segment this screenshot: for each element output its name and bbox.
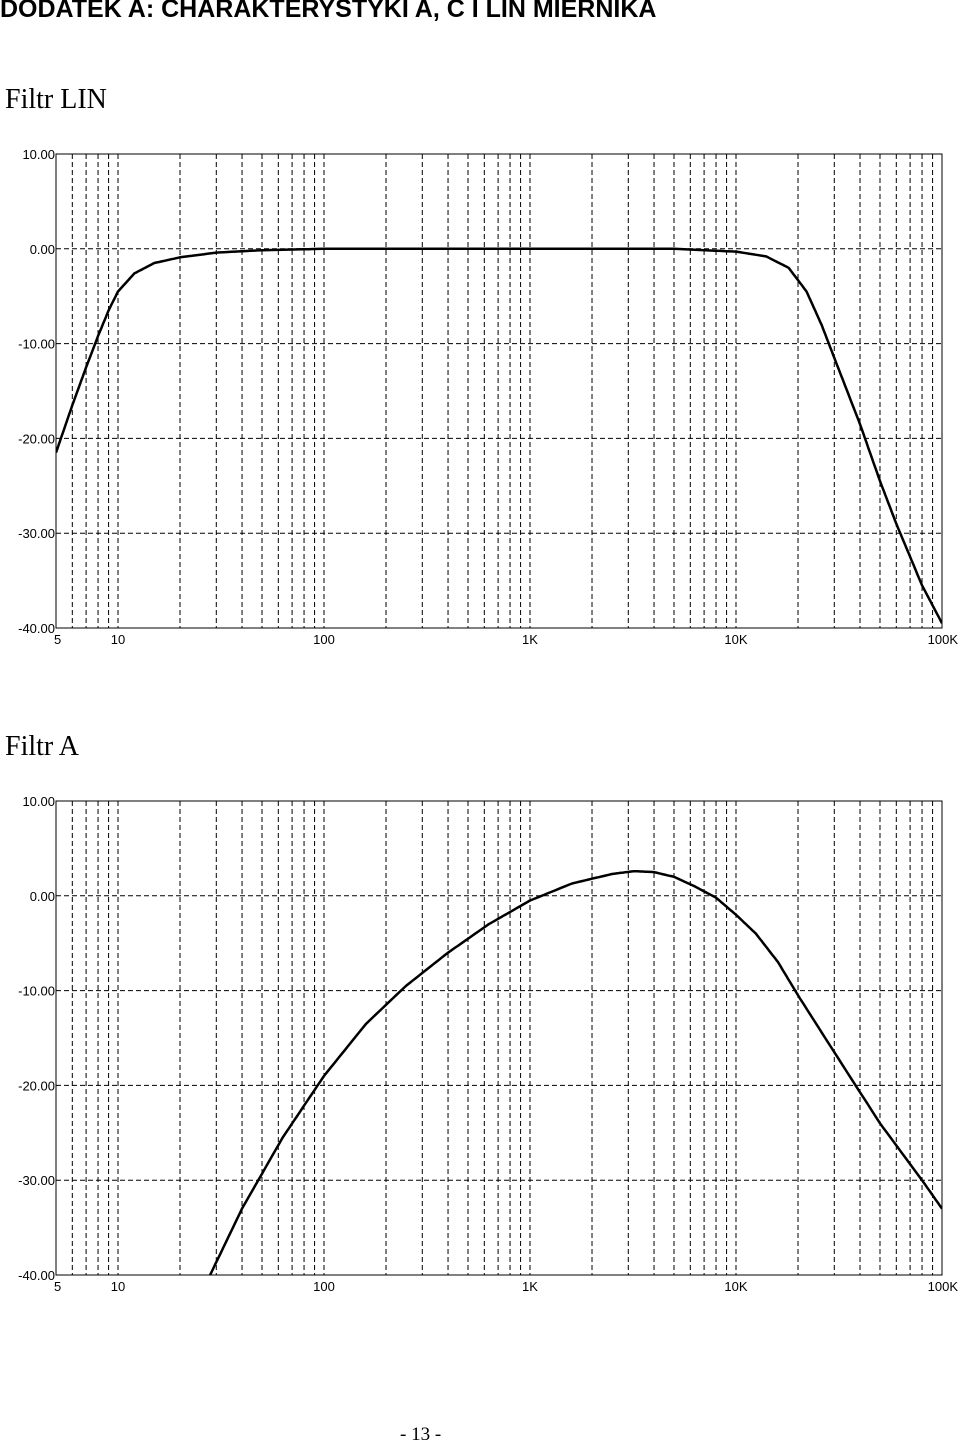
page-heading: DODATEK A: CHARAKTERYSTYKI A, C I LIN MI… — [0, 0, 657, 23]
x-tick-label: 10K — [724, 632, 747, 647]
y-tick-label: -20.00 — [18, 431, 55, 446]
series-line — [56, 247, 942, 624]
chart-lin: 10.00 0.00 -10.00 -20.00 -30.00 -40.005 10 100 1… — [18, 147, 959, 647]
chart-a: 10.00 0.00 -10.00 -20.00 -30.00 -40.005 10 100 1… — [18, 794, 959, 1294]
x-tick-label: 1K — [522, 1279, 538, 1294]
x-tick-label: 5 — [54, 1279, 61, 1294]
section-title-a: Filtr A — [5, 731, 79, 762]
y-tick-label: -30.00 — [18, 1173, 55, 1188]
x-tick-label: 10K — [724, 1279, 747, 1294]
y-tick-label: -10.00 — [18, 337, 55, 352]
x-tick-label: 1K — [522, 632, 538, 647]
plot-frame — [55, 800, 943, 1276]
y-tick-label: -30.00 — [18, 526, 55, 541]
x-tick-label: 100 — [313, 632, 335, 647]
x-tick-label: 100K — [928, 632, 959, 647]
x-tick-label: 100K — [928, 1279, 959, 1294]
x-tick-label: 5 — [54, 632, 61, 647]
section-title-lin: Filtr LIN — [5, 84, 107, 115]
y-tick-label: 10.00 — [22, 147, 55, 162]
series-line — [208, 869, 942, 1275]
y-tick-label: 10.00 — [22, 794, 55, 809]
y-tick-label: -40.00 — [18, 1268, 55, 1283]
y-tick-label: -10.00 — [18, 984, 55, 999]
y-tick-label: 0.00 — [30, 242, 55, 257]
x-tick-label: 10 — [111, 1279, 125, 1294]
y-tick-label: -40.00 — [18, 621, 55, 636]
x-tick-label: 10 — [111, 632, 125, 647]
y-tick-label: 0.00 — [30, 889, 55, 904]
plot-frame — [55, 153, 943, 629]
x-tick-label: 100 — [313, 1279, 335, 1294]
page-number: - 13 - — [400, 1424, 442, 1445]
y-tick-label: -20.00 — [18, 1078, 55, 1093]
